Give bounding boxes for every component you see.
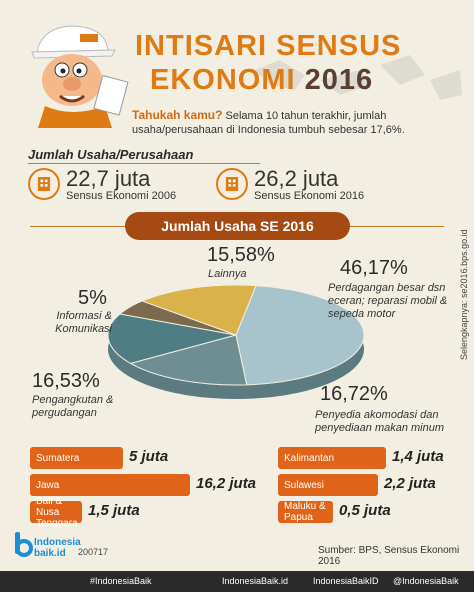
indonesia-map-icon [255,55,462,100]
region-bar: Kalimantan [278,447,386,469]
stat-label: Sensus Ekonomi 2006 [66,190,177,202]
footer-code: 200717 [78,547,109,557]
mascot-icon [31,25,129,128]
region-bar-value: 16,2 juta [196,475,257,492]
intro-text: Tahukah kamu? Selama 10 tahun terakhir, … [132,108,405,136]
jumlah-heading: Jumlah Usaha/Perusahaan [28,147,194,162]
title-line-1: INTISARI SENSUS [135,30,402,62]
pie-chart [107,284,365,399]
logo-text: Indonesia baik.id [34,537,81,559]
region-bar-value: 5 juta [129,448,169,465]
region-bar: Sulawesi [278,474,378,496]
twitter-handle: @IndonesiaBaik [393,576,459,586]
pie-value-infokom: 5% [78,287,107,309]
pie-value-lainnya: 15,58% [207,244,275,266]
title-line-2: EKONOMI 2016 [150,64,374,96]
chart-title: Jumlah Usaha SE 2016 [125,212,350,240]
footer-source: Sumber: BPS, Sensus Ekonomi 2016 [318,545,460,567]
stat-label: Sensus Ekonomi 2016 [254,190,365,202]
indonesiabaik-logo-icon [15,532,33,557]
pie-label-akomodasi: Penyedia akomodasi dan penyediaan makan … [315,409,445,434]
pie-slice [235,285,365,386]
region-bar: Maluku & Papua [278,501,333,523]
pie-label-perdagangan: Perdagangan besar dsn eceran; reparasi m… [328,282,448,320]
pie-label-infokom: Informasi & Komunikasi [55,310,112,335]
pie-slice [107,313,237,364]
pie-value-perdagangan: 46,17% [340,257,408,279]
building-icon [216,168,248,200]
region-bar: Bali & Nusa Tenggara [30,496,82,529]
region-bar-value: 1,5 juta [88,502,140,519]
pie-slice [140,284,257,336]
footer-bar: #IndonesiaBaik IndonesiaBaik.id Indonesi… [0,571,474,592]
region-bar-value: 0,5 juta [339,502,391,519]
region-bar-value: 2,2 juta [384,475,436,492]
pie-value-akomodasi: 16,72% [320,383,388,405]
pie-label-pengangkutan: Pengangkutan & pergudangan [32,394,114,419]
region-bar-value: 1,4 juta [392,448,444,465]
pie-slice [129,334,248,386]
side-note: Selengkapnya: se2016.bps.go.id [459,229,469,360]
region-bar: Sumatera [30,447,123,469]
divider [28,163,260,164]
hashtag: #IndonesiaBaik [90,576,152,586]
region-bar: Jawa [30,474,190,496]
facebook-handle: IndonesiaBaikID [313,576,379,586]
building-icon [28,168,60,200]
stat-value: 26,2 juta [254,166,339,191]
pie-label-lainnya: Lainnya [208,268,247,280]
instagram-handle: IndonesiaBaik.id [222,576,289,586]
pie-value-pengangkutan: 16,53% [32,370,100,392]
stat-value: 22,7 juta [66,166,151,191]
